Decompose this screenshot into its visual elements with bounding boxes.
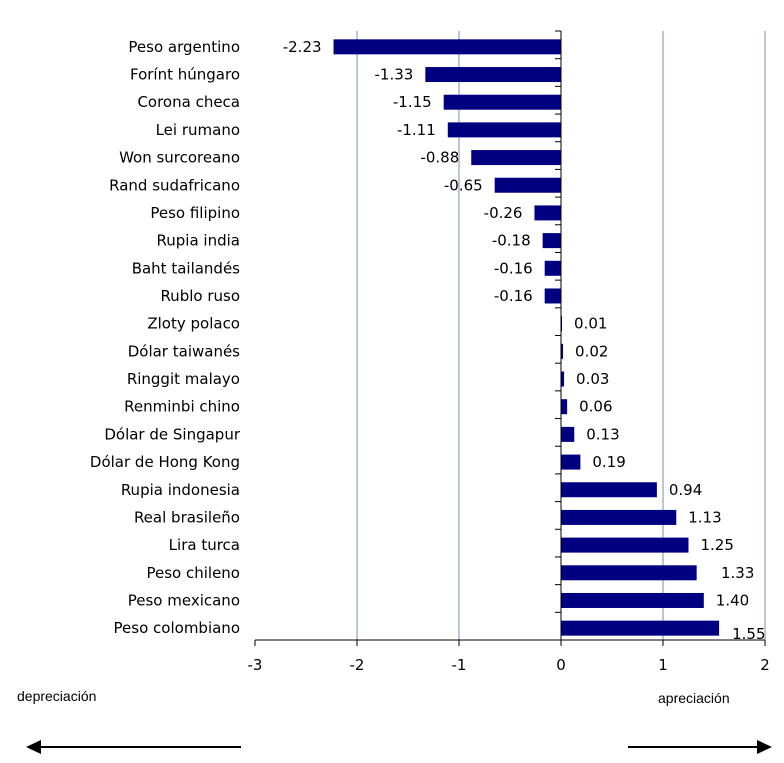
data-label: 0.03 [576, 370, 609, 388]
data-label: 1.33 [721, 564, 754, 582]
data-label: 0.01 [574, 315, 607, 333]
bar [561, 399, 568, 415]
bar [534, 205, 561, 221]
category-label: Ringgit malayo [127, 370, 240, 388]
data-label: -0.16 [494, 287, 533, 305]
bar [561, 343, 564, 359]
x-tick-label: 1 [658, 656, 668, 674]
data-label: 0.19 [592, 453, 625, 471]
data-label: 0.94 [669, 481, 702, 499]
bar [561, 509, 677, 525]
bar [561, 620, 720, 636]
bar [471, 150, 561, 166]
data-label: -0.16 [494, 259, 533, 277]
data-label: 1.13 [688, 508, 721, 526]
category-label: Peso filipino [150, 204, 240, 222]
bar [561, 592, 704, 608]
bar [561, 316, 563, 332]
x-tick-label: -2 [350, 656, 365, 674]
category-label: Rand sudafricano [109, 176, 240, 194]
data-label: -0.18 [492, 232, 531, 250]
category-label: Rupia indonesia [121, 481, 240, 499]
x-tick-label: -3 [248, 656, 263, 674]
bar [544, 288, 561, 304]
bar [494, 177, 561, 193]
data-label: 1.25 [701, 536, 734, 554]
bar [561, 565, 697, 581]
bar [561, 482, 657, 498]
category-label: Corona checa [137, 93, 240, 111]
x-tick-label: 0 [556, 656, 566, 674]
data-label: -1.33 [375, 66, 414, 84]
bar [443, 94, 561, 110]
data-label: -1.11 [397, 121, 436, 139]
bar [542, 233, 561, 249]
category-label: Rupia india [157, 232, 240, 250]
data-label: -0.88 [420, 149, 459, 167]
data-label: 1.55 [732, 625, 765, 643]
category-label: Won surcoreano [119, 149, 240, 167]
category-label: Real brasileño [134, 508, 240, 526]
data-label: -0.65 [444, 176, 483, 194]
category-label: Dólar de Hong Kong [90, 453, 240, 471]
category-label: Dólar taiwanés [128, 342, 240, 360]
category-label: Peso mexicano [128, 591, 240, 609]
category-label: Zloty polaco [147, 315, 240, 333]
category-label: Lira turca [169, 536, 240, 554]
bar [544, 260, 561, 276]
category-label: Dólar de Singapur [104, 425, 240, 443]
x-tick-label: 2 [760, 656, 770, 674]
bar [561, 426, 575, 442]
data-label: 0.13 [586, 425, 619, 443]
data-label: 1.40 [716, 591, 749, 609]
category-label: Peso argentino [128, 38, 240, 56]
data-label: 0.06 [579, 398, 612, 416]
bar [447, 122, 561, 138]
bar [425, 67, 561, 83]
data-label: -0.26 [484, 204, 523, 222]
depreciation-label: depreciación [17, 688, 97, 704]
category-label: Lei rumano [156, 121, 240, 139]
bar [561, 537, 689, 553]
category-label: Baht tailandés [132, 259, 240, 277]
data-label: -2.23 [283, 38, 322, 56]
data-label: 0.02 [575, 342, 608, 360]
x-tick-label: -1 [452, 656, 467, 674]
category-label: Forínt húngaro [130, 66, 240, 84]
category-label: Peso colombiano [114, 619, 240, 637]
bar [561, 371, 565, 387]
category-label: Peso chileno [146, 564, 240, 582]
appreciation-label: apreciación [658, 690, 730, 706]
data-label: -1.15 [393, 93, 432, 111]
category-label: Rublo ruso [160, 287, 240, 305]
bar [333, 39, 561, 55]
category-label: Renminbi chino [124, 398, 240, 416]
bar [561, 454, 581, 470]
